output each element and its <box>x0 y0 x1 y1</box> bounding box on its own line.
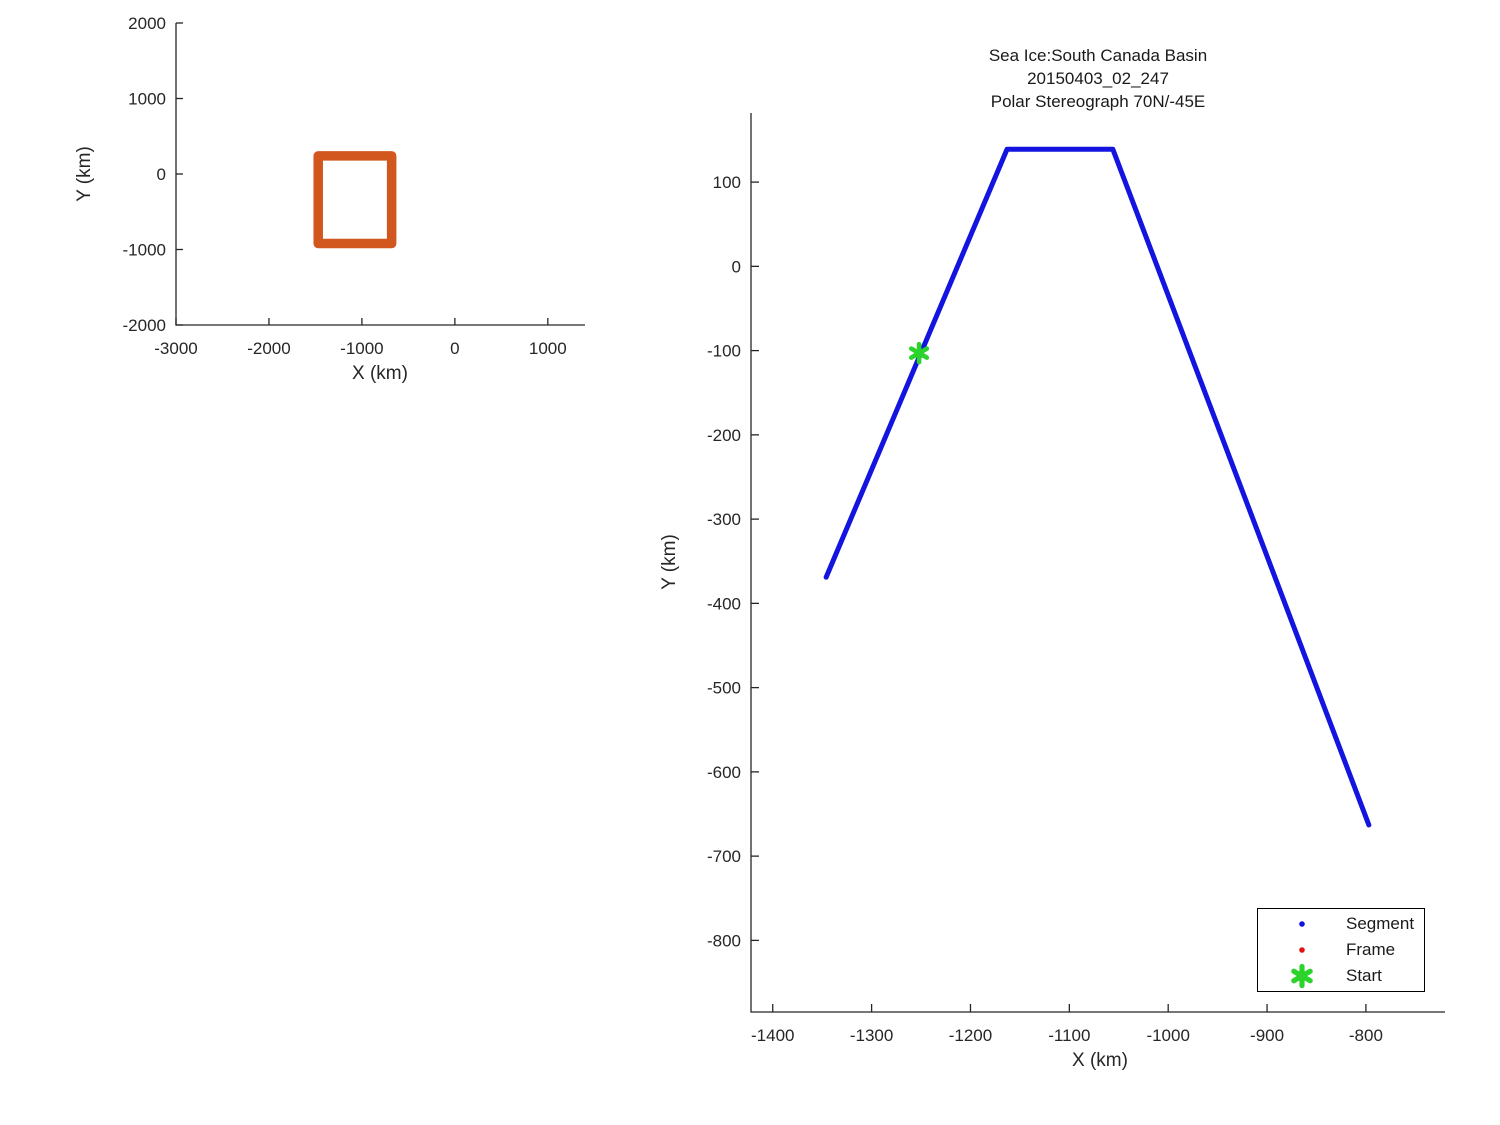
overview-xlabel: X (km) <box>352 363 408 384</box>
y-tick-label: -2000 <box>123 316 166 335</box>
detail-axes-spines <box>750 113 1445 1013</box>
legend-box: Segment Frame Start <box>1257 908 1425 992</box>
x-tick-label: -2000 <box>247 339 290 358</box>
detail-title-line-2: 20150403_02_247 <box>1027 69 1169 88</box>
legend-label-frame: Frame <box>1346 940 1396 959</box>
legend-label-segment: Segment <box>1346 914 1415 933</box>
detail-xlabel: X (km) <box>1072 1050 1128 1071</box>
y-tick-label: -300 <box>707 510 741 529</box>
legend-dot <box>1299 947 1305 953</box>
y-tick-label: -600 <box>707 763 741 782</box>
y-tick-label: 100 <box>713 173 741 192</box>
y-tick-label: 1000 <box>128 90 166 109</box>
detail-ylabel: Y (km) <box>659 534 680 590</box>
detail-title-line-3: Polar Stereograph 70N/-45E <box>990 92 1206 111</box>
legend-row-frame: Frame <box>1258 937 1424 963</box>
y-tick-label: -100 <box>707 342 741 361</box>
x-tick-label: -1000 <box>1146 1026 1189 1045</box>
y-tick-label: -1000 <box>123 241 166 260</box>
legend-dot <box>1299 921 1305 927</box>
x-tick-label: -800 <box>1349 1026 1383 1045</box>
y-tick-label: -500 <box>707 679 741 698</box>
x-tick-label: -1400 <box>751 1026 794 1045</box>
legend-row-segment: Segment <box>1258 911 1424 937</box>
legend-asterisk <box>1291 963 1313 989</box>
y-tick-label: 0 <box>732 257 741 276</box>
x-tick-label: 0 <box>450 339 459 358</box>
x-tick-label: -1300 <box>850 1026 893 1045</box>
legend-row-start: Start <box>1258 963 1424 989</box>
x-tick-label: -1000 <box>340 339 383 358</box>
y-tick-label: -400 <box>707 594 741 613</box>
coverage-box <box>313 151 397 249</box>
legend-label-start: Start <box>1346 966 1382 985</box>
x-tick-label: -3000 <box>154 339 197 358</box>
frame-dot-icon <box>1258 937 1346 963</box>
x-tick-label: 1000 <box>529 339 567 358</box>
detail-title: Sea Ice:South Canada Basin 20150403_02_2… <box>989 44 1207 113</box>
y-tick-label: -200 <box>707 426 741 445</box>
x-tick-label: -900 <box>1250 1026 1284 1045</box>
y-tick-label: -700 <box>707 847 741 866</box>
x-tick-label: -1100 <box>1048 1026 1090 1045</box>
x-tick-label: -1200 <box>949 1026 992 1045</box>
detail-title-line-1: Sea Ice:South Canada Basin <box>988 46 1208 65</box>
y-tick-label: 2000 <box>128 14 166 33</box>
start-asterisk-icon <box>1258 963 1346 989</box>
segment-track <box>823 146 1372 828</box>
y-tick-label: -800 <box>707 931 741 950</box>
overview-ylabel: Y (km) <box>74 146 95 202</box>
segment-dot-icon <box>1258 911 1346 937</box>
start-point <box>908 341 930 365</box>
y-tick-label: 0 <box>157 165 166 184</box>
